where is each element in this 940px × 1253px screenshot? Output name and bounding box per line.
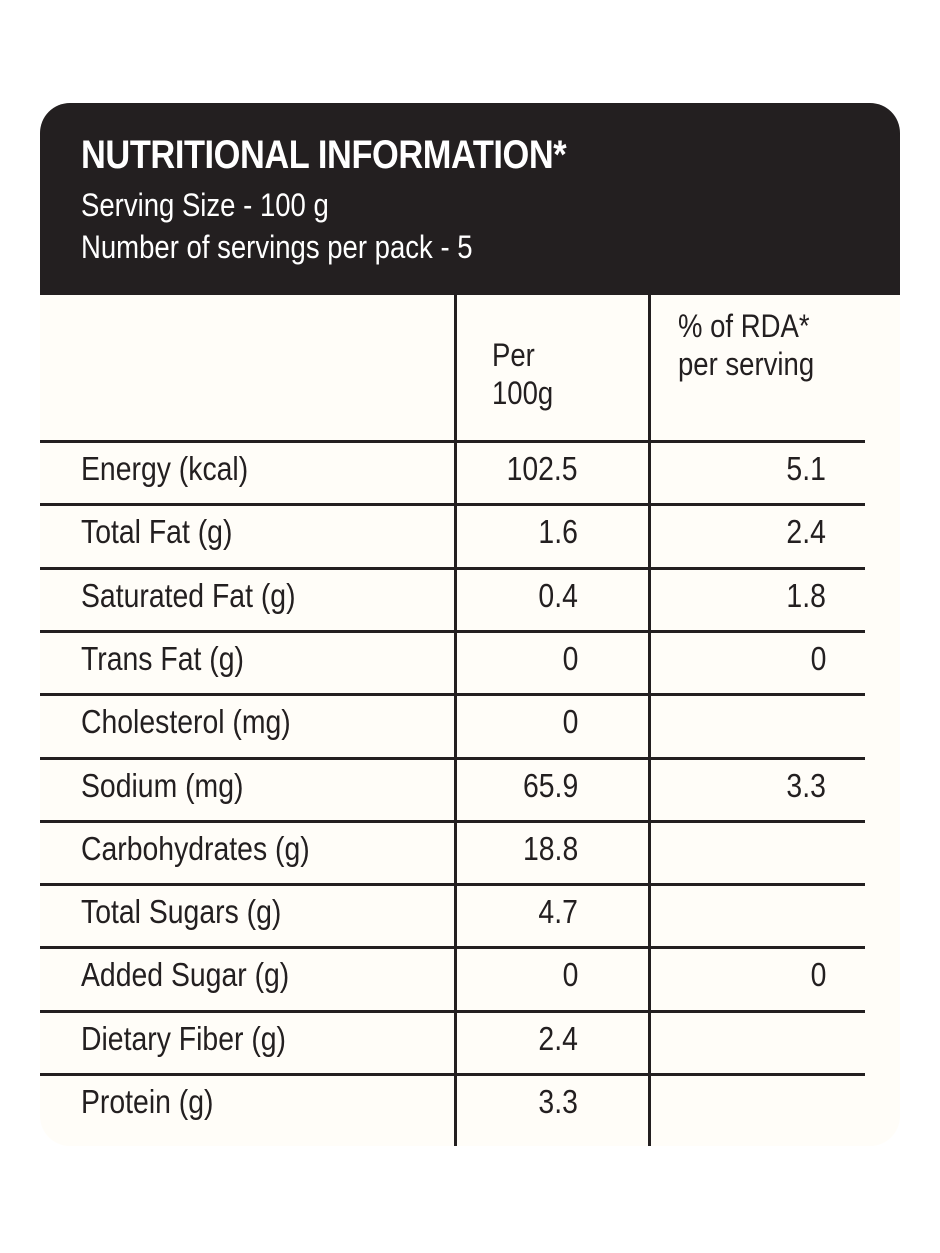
- rda-value: 2.4: [786, 513, 826, 550]
- nutrient-label: Trans Fat (g): [81, 640, 244, 677]
- per-100g-value: 0.4: [538, 577, 578, 614]
- nutrient-label: Total Sugars (g): [81, 893, 282, 930]
- column-divider: [454, 295, 457, 1146]
- row-divider: [40, 757, 865, 760]
- rda-value: 5.1: [786, 450, 826, 487]
- nutrient-label: Dietary Fiber (g): [81, 1020, 287, 1057]
- nutrient-label: Cholesterol (mg): [81, 703, 291, 740]
- row-divider: [40, 503, 865, 506]
- rda-value: 0: [810, 640, 826, 677]
- per-100g-value: 4.7: [538, 893, 578, 930]
- nutrient-label: Saturated Fat (g): [81, 577, 296, 614]
- per-100g-value: 0: [562, 640, 578, 677]
- rda-value: 1.8: [786, 577, 826, 614]
- column-header-rda: % of RDA* per serving: [678, 307, 814, 383]
- serving-size: Serving Size - 100 g: [81, 187, 329, 223]
- column-header-line: 100g: [492, 375, 554, 411]
- per-100g-value: 2.4: [538, 1020, 578, 1057]
- nutrient-label: Protein (g): [81, 1083, 214, 1120]
- servings-per-pack: Number of servings per pack - 5: [81, 229, 473, 265]
- per-100g-value: 0: [562, 956, 578, 993]
- row-divider: [40, 693, 865, 696]
- per-100g-value: 102.5: [506, 450, 578, 487]
- column-header-line: % of RDA*: [678, 308, 810, 344]
- column-header-line: Per: [492, 337, 535, 373]
- per-100g-value: 1.6: [538, 513, 578, 550]
- per-100g-value: 3.3: [538, 1083, 578, 1120]
- column-divider: [648, 295, 651, 1146]
- nutrient-label: Total Fat (g): [81, 513, 233, 550]
- row-divider: [40, 883, 865, 886]
- row-divider: [40, 1010, 865, 1013]
- row-divider: [40, 630, 865, 633]
- row-divider: [40, 820, 865, 823]
- nutrient-label: Carbohydrates (g): [81, 830, 310, 867]
- row-divider: [40, 567, 865, 570]
- row-divider: [40, 946, 865, 949]
- column-header-per-100g: Per 100g: [492, 336, 553, 412]
- nutrient-label: Energy (kcal): [81, 450, 249, 487]
- row-divider: [40, 440, 865, 443]
- nutrition-title: NUTRITIONAL INFORMATION*: [81, 133, 567, 177]
- nutrient-label: Sodium (mg): [81, 767, 244, 804]
- nutrition-panel: NUTRITIONAL INFORMATION* Serving Size - …: [40, 103, 900, 1146]
- nutrition-header: NUTRITIONAL INFORMATION* Serving Size - …: [40, 103, 900, 295]
- column-header-line: per serving: [678, 346, 815, 382]
- per-100g-value: 0: [562, 703, 578, 740]
- per-100g-value: 65.9: [522, 767, 578, 804]
- nutrient-label: Added Sugar (g): [81, 956, 290, 993]
- rda-value: 3.3: [786, 767, 826, 804]
- per-100g-value: 18.8: [522, 830, 578, 867]
- rda-value: 0: [810, 956, 826, 993]
- row-divider: [40, 1073, 865, 1076]
